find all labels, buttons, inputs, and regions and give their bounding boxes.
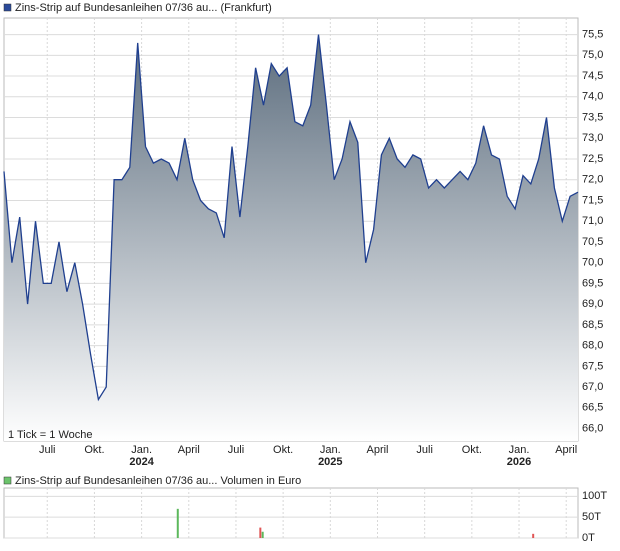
legend-icon [3, 3, 12, 12]
x-tick-year: 2026 [507, 456, 531, 468]
y-tick-label: 70,0 [582, 257, 603, 269]
y-tick-label: 66,0 [582, 422, 603, 434]
x-tick-label: Jan. [509, 444, 530, 456]
y-tick-label: 72,5 [582, 153, 603, 165]
y-tick-label: 70,5 [582, 236, 603, 248]
volume-bar [532, 533, 535, 538]
x-tick-label: April [366, 444, 388, 456]
chart-title: Zins-Strip auf Bundesanleihen 07/36 au..… [15, 475, 301, 487]
y-tick-label: 69,0 [582, 298, 603, 310]
x-tick-label: Juli [416, 444, 433, 456]
y-tick-label: 66,5 [582, 402, 603, 414]
x-tick-label: Juli [228, 444, 245, 456]
y-tick-label: 67,5 [582, 360, 603, 372]
volume-bar [176, 508, 179, 538]
y-tick-label: 74,5 [582, 70, 603, 82]
legend-icon [3, 476, 12, 485]
volume-bar [261, 531, 264, 538]
x-tick-label: April [178, 444, 200, 456]
y-tick-label: 71,5 [582, 194, 603, 206]
x-tick-label: Okt. [462, 444, 482, 456]
y-tick-label: 50T [582, 511, 601, 523]
x-tick-label: Juli [39, 444, 56, 456]
chart-title: Zins-Strip auf Bundesanleihen 07/36 au..… [15, 2, 272, 14]
y-tick-label: 74,0 [582, 91, 603, 103]
y-tick-label: 100T [582, 490, 607, 502]
y-tick-label: 75,0 [582, 49, 603, 61]
y-tick-label: 72,0 [582, 174, 603, 186]
y-tick-label: 68,5 [582, 319, 603, 331]
area [4, 34, 578, 441]
plot-frame [3, 487, 579, 539]
x-tick-year: 2025 [318, 456, 342, 468]
volume-bar [259, 527, 262, 538]
price-line [3, 34, 579, 402]
x-tick-label: Jan. [320, 444, 341, 456]
y-tick-label: 71,0 [582, 215, 603, 227]
x-tick-label: April [555, 444, 577, 456]
x-tick-label: Okt. [273, 444, 293, 456]
x-tick-year: 2024 [129, 456, 154, 468]
x-tick-label: Okt. [84, 444, 104, 456]
y-tick-label: 73,5 [582, 111, 603, 123]
annotation: 1 Tick = 1 Woche [8, 429, 92, 441]
y-tick-label: 0T [582, 532, 595, 544]
y-tick-label: 73,0 [582, 132, 603, 144]
y-tick-label: 68,0 [582, 340, 603, 352]
y-tick-label: 67,0 [582, 381, 603, 393]
x-tick-label: Jan. [131, 444, 152, 456]
y-tick-label: 75,5 [582, 28, 603, 40]
y-tick-label: 69,5 [582, 277, 603, 289]
